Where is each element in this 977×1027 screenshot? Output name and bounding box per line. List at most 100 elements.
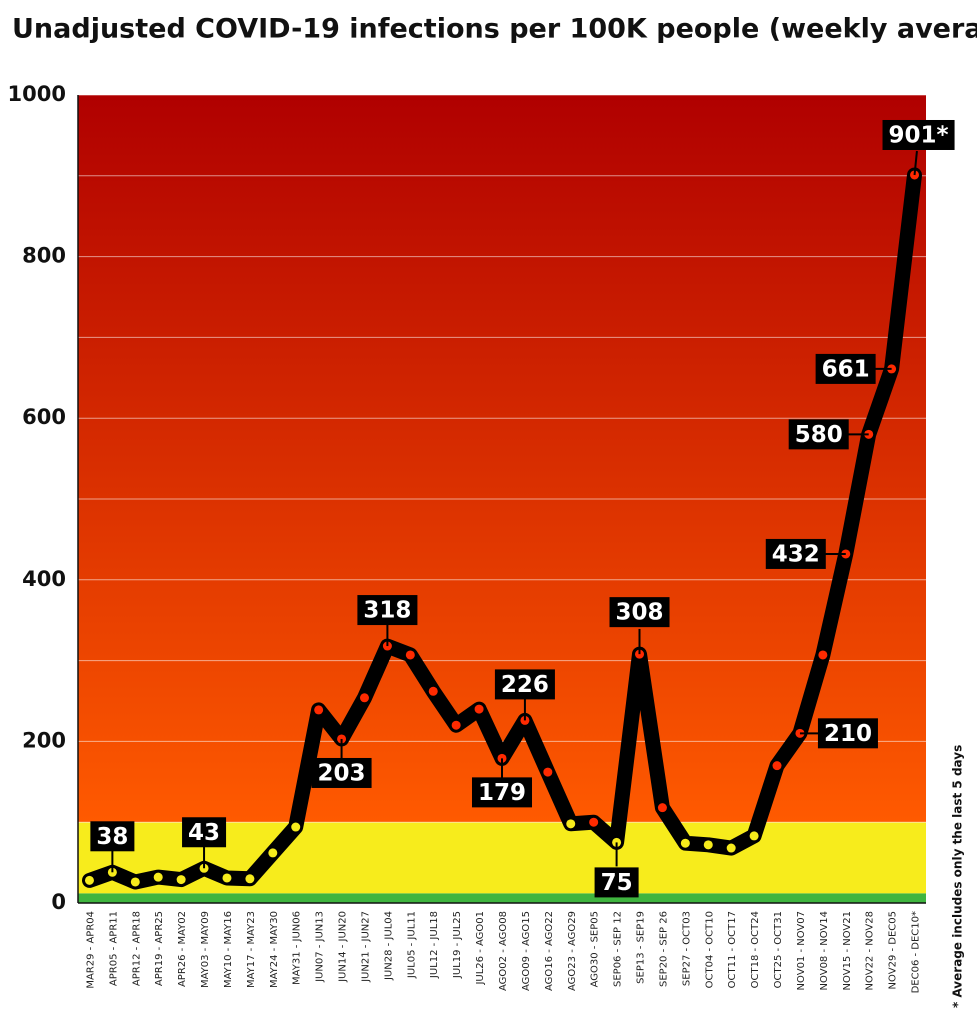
label-box	[182, 817, 227, 848]
data-point	[726, 843, 736, 853]
x-tick-label: MAY10 - MAY16	[223, 911, 234, 988]
data-point	[451, 720, 461, 730]
x-tick-label: NOV22 - NOV28	[865, 911, 876, 990]
data-point	[680, 838, 690, 848]
x-tick-label: NOV29 - DEC05	[888, 911, 899, 989]
x-tick-label: JUN07 - JUN13	[315, 911, 326, 983]
value-label-text: 38	[96, 824, 128, 850]
x-tick-label: NOV01 - NOV07	[796, 911, 807, 990]
data-point	[245, 874, 255, 884]
x-tick-label: MAR29 - APR04	[85, 911, 96, 989]
value-label: 38	[90, 821, 135, 873]
data-point	[428, 686, 438, 696]
x-tick-label: AGO30 - SEP05	[590, 911, 601, 987]
value-label: 75	[594, 842, 639, 898]
background-band	[78, 95, 926, 823]
value-label-text: 75	[601, 870, 633, 896]
x-tick-label: OCT04 - OCT10	[704, 911, 715, 988]
data-point	[405, 650, 415, 660]
x-tick-label: DEC06 - DEC10*	[911, 911, 922, 993]
background-band	[78, 893, 926, 903]
data-point	[474, 704, 484, 714]
x-tick-label: SEP06 - SEP 12	[613, 911, 624, 987]
label-connector	[913, 150, 918, 176]
x-tick-label: JUL19 - JUL25	[452, 911, 463, 979]
value-label: 432	[765, 538, 846, 569]
value-label-text: 580	[795, 422, 843, 448]
value-label-text: 432	[772, 541, 820, 567]
x-tick-label: AGO09 - AGO15	[521, 911, 532, 991]
value-label: 179	[471, 758, 533, 808]
label-box	[90, 821, 135, 852]
data-point	[703, 840, 713, 850]
x-tick-label: SEP27 - OCT03	[681, 911, 692, 986]
value-label-text: 901*	[889, 122, 949, 148]
label-box	[817, 718, 878, 749]
x-tick-label: SEP20 - SEP 26	[658, 911, 669, 987]
x-tick-label: MAY17 - MAY23	[246, 911, 257, 988]
value-label-text: 308	[616, 600, 664, 626]
data-point	[268, 848, 278, 858]
data-point	[84, 875, 94, 885]
value-label-text: 179	[478, 780, 526, 806]
value-label: 308	[609, 597, 670, 655]
x-tick-label: AGO16 - AGO22	[544, 911, 555, 991]
data-point	[772, 761, 782, 771]
value-label: 901*	[882, 119, 955, 176]
x-tick-label: APR05 - APR11	[108, 911, 119, 986]
label-box	[311, 757, 372, 788]
data-point	[291, 822, 301, 832]
value-label-text: 661	[822, 356, 870, 382]
y-tick-label: 800	[22, 244, 66, 268]
data-point	[222, 873, 232, 883]
x-tick-label: AGO23 - AGO29	[567, 911, 578, 991]
data-point	[176, 875, 186, 885]
x-tick-label: NOV08 - NOV14	[819, 911, 830, 990]
value-label: 203	[311, 738, 372, 788]
x-tick-label: MAY03 - MAY09	[200, 911, 211, 988]
value-label-text: 226	[501, 672, 549, 698]
value-label: 661	[815, 353, 892, 384]
label-box	[788, 419, 849, 450]
label-box	[357, 595, 418, 626]
data-point	[153, 872, 163, 882]
y-tick-label: 600	[22, 405, 66, 429]
data-point	[359, 693, 369, 703]
x-tick-label: SEP13 - SEP19	[636, 911, 647, 984]
label-box	[594, 867, 639, 898]
x-tick-label: OCT18 - OCT24	[750, 911, 761, 988]
value-label-text: 43	[188, 820, 220, 846]
x-tick-label: NOV15 - NOV21	[842, 911, 853, 990]
x-tick-label: APR19 - APR25	[154, 911, 165, 986]
data-point	[130, 877, 140, 887]
x-tick-label: OCT25 - OCT31	[773, 911, 784, 988]
value-label: 226	[494, 669, 555, 721]
value-label: 580	[788, 419, 869, 450]
y-tick-label: 1000	[8, 82, 66, 106]
data-point	[589, 817, 599, 827]
label-box	[882, 119, 955, 150]
x-tick-label: JUN28 - JUL04	[383, 911, 394, 981]
value-label-text: 318	[363, 598, 411, 624]
value-label-text: 210	[824, 721, 872, 747]
x-tick-label: AGO02 - AGO08	[498, 911, 509, 991]
value-label: 210	[799, 718, 878, 749]
label-box	[471, 777, 533, 808]
label-box	[494, 669, 555, 700]
label-box	[609, 597, 670, 628]
x-tick-label: APR12 - APR18	[131, 911, 142, 986]
x-tick-label: JUL12 - JUL18	[429, 911, 440, 979]
data-point	[657, 803, 667, 813]
label-box	[765, 538, 826, 569]
x-tick-label: JUN14 - JUN20	[338, 911, 349, 983]
value-label: 318	[357, 595, 418, 647]
x-tick-label: APR26 - MAY02	[177, 911, 188, 987]
x-tick-label: MAY24 - MAY30	[269, 911, 280, 988]
x-tick-label: OCT11 - OCT17	[727, 911, 738, 988]
y-tick-label: 400	[22, 567, 66, 591]
data-point	[818, 650, 828, 660]
data-point	[543, 767, 553, 777]
y-tick-label: 0	[51, 890, 66, 914]
footnote: * Average includes only the last 5 days	[951, 745, 965, 1008]
